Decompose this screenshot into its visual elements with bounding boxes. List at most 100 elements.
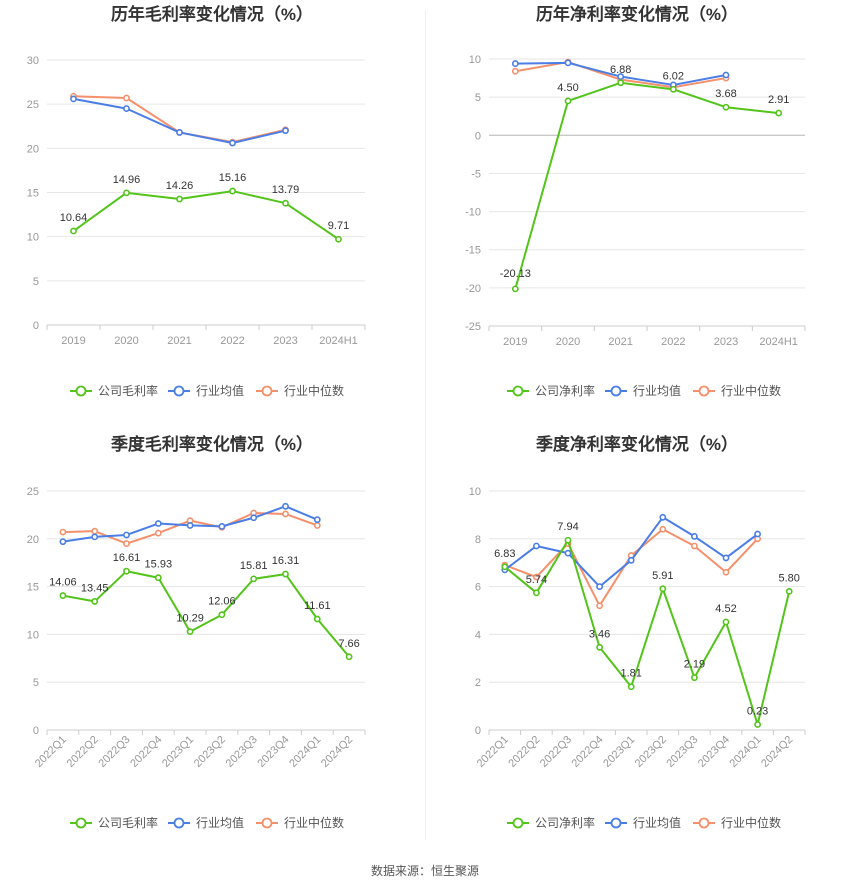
data-point-industry-median: [659, 525, 667, 533]
data-point-industry-median: [313, 522, 321, 529]
data-point-industry-avg: [282, 502, 289, 510]
x-tick-label: 2021: [167, 335, 191, 347]
legend-marker: [512, 817, 524, 829]
data-point-industry-avg: [123, 105, 130, 112]
y-tick-label: 8: [475, 534, 481, 546]
panel-divider: [425, 10, 426, 840]
data-point-industry-median: [123, 540, 130, 547]
x-tick-label: 2023Q2: [633, 734, 669, 770]
x-tick-label: 2019: [61, 335, 85, 347]
data-point-industry-median: [123, 94, 130, 102]
legend-marker: [75, 817, 87, 829]
y-tick-label: -5: [471, 168, 481, 180]
data-point-company: [313, 615, 321, 623]
chart-svg: 季度毛利率变化情况（%） 0 5 10 15 20 25 2022Q12022Q22022Q3…: [27, 434, 366, 830]
legend-label: 行业均值: [633, 815, 681, 830]
data-point-industry-avg: [564, 549, 572, 557]
chart-title: 季度毛利率变化情况（%）: [111, 434, 313, 454]
legend-label: 公司毛利率: [98, 383, 158, 398]
x-tick-label: 2022Q2: [506, 734, 542, 770]
data-label: 15.81: [240, 560, 268, 572]
legend-label: 行业中位数: [721, 815, 781, 830]
y-tick-label: -10: [465, 207, 481, 219]
y-tick-label: 2: [475, 677, 481, 689]
legend-label: 行业中位数: [284, 815, 344, 830]
series-line-company: [62, 570, 350, 658]
data-point-industry-avg: [70, 95, 77, 103]
data-point-industry-avg: [91, 533, 99, 541]
y-tick-label: 30: [27, 55, 39, 67]
y-tick-label: 15: [27, 188, 39, 200]
data-point-industry-avg: [154, 520, 162, 527]
chart-svg: 历年毛利率变化情况（%） 0 5 10 15 20 25 30 2019 2020 2021 2022…: [27, 4, 366, 398]
x-tick-label: 2022: [661, 336, 685, 348]
y-tick-label: 0: [33, 725, 39, 737]
data-label: 11.61: [304, 600, 331, 612]
data-label: 16.31: [272, 555, 300, 567]
data-label: 6.83: [494, 548, 515, 560]
x-tick-label: 2021: [608, 336, 632, 348]
legend-company: 公司毛利率: [70, 815, 158, 830]
legend-marker: [698, 817, 710, 829]
legend-industry-median: 行业中位数: [693, 815, 781, 830]
data-label: 7.94: [557, 521, 578, 533]
data-point-industry-avg: [218, 522, 226, 530]
data-point-company: [154, 574, 162, 582]
y-tick-label: 20: [27, 534, 39, 546]
legend-marker: [512, 385, 524, 397]
y-tick-label: 5: [33, 276, 39, 288]
y-tick-label: 10: [27, 629, 39, 641]
y-tick-label: 0: [475, 130, 481, 142]
data-point-company: [335, 235, 342, 243]
data-point-company: [345, 653, 353, 661]
chart-title: 历年净利率变化情况（%）: [536, 4, 738, 24]
chart-svg: 历年净利率变化情况（%） -25 -20 -15 -10 -5 0 5 10 2019 2020 20…: [465, 4, 806, 398]
legend-label: 行业均值: [633, 383, 681, 398]
data-label: 4.50: [557, 82, 578, 94]
y-tick-label: 10: [469, 54, 481, 66]
data-point-industry-avg: [690, 533, 698, 540]
legend-industry-median: 行业中位数: [693, 383, 781, 398]
data-point-industry-avg: [722, 554, 730, 562]
data-point-company: [176, 195, 183, 203]
data-label: 13.79: [272, 184, 300, 196]
legend-industry-avg: 行业均值: [168, 815, 244, 830]
data-point-industry-avg: [186, 522, 194, 529]
data-label: 5.91: [652, 570, 673, 582]
data-point-industry-avg: [511, 60, 519, 67]
x-tick-label: 2022: [220, 335, 244, 347]
y-tick-label: -20: [465, 283, 481, 295]
legend-label: 行业均值: [196, 815, 244, 830]
x-tick-label: 2023Q4: [255, 734, 291, 770]
data-label: 15.16: [219, 172, 247, 184]
legend-industry-avg: 行业均值: [168, 383, 244, 398]
data-label: 6.02: [663, 70, 684, 82]
data-label: 7.66: [338, 638, 359, 650]
x-tick-label: 2024Q2: [759, 734, 795, 770]
data-point-company: [564, 536, 572, 544]
series-line-company: [72, 190, 340, 241]
data-label: 14.06: [49, 577, 77, 589]
data-point-industry-avg: [754, 530, 761, 538]
data-point-industry-avg: [533, 542, 540, 550]
data-point-industry-median: [722, 568, 730, 576]
data-point-company: [775, 109, 783, 117]
data-point-industry-avg: [564, 59, 572, 67]
chart-title: 季度净利率变化情况（%）: [536, 434, 738, 454]
chart-title: 历年毛利率变化情况（%）: [111, 4, 313, 24]
y-tick-label: 5: [33, 677, 39, 689]
data-label: 13.45: [81, 582, 109, 594]
x-tick-label: 2022Q3: [538, 734, 574, 770]
x-tick-label: 2022Q4: [128, 734, 164, 770]
data-label: 10.29: [176, 613, 204, 625]
data-point-industry-median: [59, 528, 67, 536]
data-label: 12.06: [208, 596, 236, 608]
data-point-company: [186, 628, 194, 636]
data-label: 6.88: [610, 64, 631, 76]
x-tick-label: 2023: [714, 336, 738, 348]
y-tick-label: 25: [27, 486, 39, 498]
x-tick-label: 2020: [114, 335, 138, 347]
data-label: 15.93: [145, 559, 173, 571]
data-point-company: [659, 585, 667, 593]
data-label: 5.80: [778, 572, 799, 584]
